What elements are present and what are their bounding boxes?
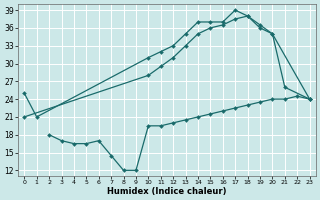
X-axis label: Humidex (Indice chaleur): Humidex (Indice chaleur)	[107, 187, 227, 196]
